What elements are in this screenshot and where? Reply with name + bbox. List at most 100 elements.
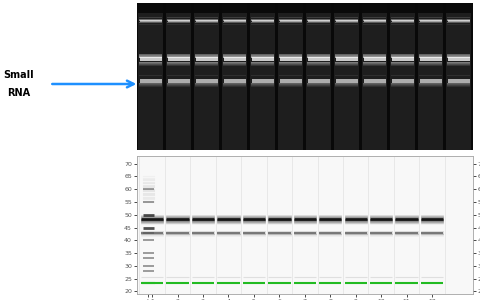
Bar bbox=[140, 87, 162, 88]
Bar bbox=[140, 62, 162, 63]
Bar bbox=[447, 87, 470, 88]
Bar bbox=[279, 61, 302, 62]
Bar bbox=[224, 65, 246, 66]
Bar bbox=[195, 57, 218, 58]
Bar bbox=[447, 58, 470, 59]
Bar bbox=[279, 74, 302, 75]
Bar bbox=[392, 57, 414, 58]
Bar bbox=[252, 63, 274, 64]
Bar bbox=[336, 57, 358, 58]
Bar bbox=[252, 20, 274, 21]
Bar bbox=[252, 24, 274, 25]
Bar bbox=[308, 50, 330, 51]
Bar bbox=[135, 3, 138, 150]
Bar bbox=[252, 61, 274, 62]
Bar bbox=[224, 54, 246, 55]
Bar bbox=[420, 17, 442, 18]
Bar bbox=[168, 58, 190, 59]
Bar bbox=[307, 3, 331, 150]
Bar bbox=[447, 55, 470, 56]
Bar bbox=[224, 64, 246, 65]
Bar bbox=[224, 61, 246, 62]
Bar bbox=[168, 86, 190, 87]
Bar bbox=[195, 74, 218, 75]
Bar bbox=[224, 56, 246, 57]
Bar bbox=[140, 56, 162, 57]
Bar bbox=[219, 3, 222, 150]
Bar bbox=[194, 3, 219, 13]
Bar bbox=[252, 82, 274, 83]
Bar bbox=[279, 87, 302, 88]
Bar bbox=[251, 3, 275, 150]
Bar bbox=[140, 79, 162, 82]
Bar bbox=[336, 74, 358, 75]
Bar bbox=[336, 84, 358, 85]
Bar bbox=[168, 62, 190, 63]
Bar bbox=[308, 20, 330, 22]
Bar bbox=[392, 17, 414, 18]
Bar bbox=[224, 20, 246, 22]
Bar bbox=[140, 63, 162, 64]
Text: Small: Small bbox=[3, 70, 34, 80]
Bar bbox=[471, 3, 474, 150]
Bar bbox=[252, 65, 274, 66]
Bar bbox=[140, 50, 162, 51]
Bar bbox=[252, 54, 274, 55]
Bar bbox=[363, 55, 386, 56]
Bar bbox=[224, 57, 246, 58]
Bar bbox=[308, 64, 330, 65]
Bar bbox=[168, 24, 190, 25]
Bar bbox=[336, 20, 358, 22]
Bar bbox=[363, 74, 386, 75]
Bar bbox=[420, 83, 442, 84]
Bar bbox=[363, 84, 386, 85]
Bar bbox=[443, 3, 446, 150]
Bar bbox=[308, 85, 330, 86]
Bar bbox=[392, 57, 414, 61]
Bar bbox=[140, 54, 162, 55]
Bar bbox=[252, 17, 274, 18]
Bar bbox=[392, 74, 414, 75]
Bar bbox=[279, 58, 302, 59]
Bar bbox=[364, 57, 386, 61]
Bar bbox=[191, 3, 194, 150]
Bar bbox=[195, 61, 218, 62]
Bar bbox=[420, 19, 442, 20]
Bar bbox=[279, 20, 302, 21]
Bar bbox=[280, 79, 302, 82]
Bar bbox=[224, 17, 246, 18]
Bar bbox=[224, 19, 246, 20]
Bar bbox=[224, 85, 246, 86]
Bar bbox=[308, 75, 330, 76]
Bar bbox=[280, 20, 302, 22]
Bar bbox=[308, 56, 330, 57]
Bar bbox=[336, 64, 358, 65]
Bar bbox=[168, 20, 190, 22]
Bar bbox=[308, 63, 330, 64]
Bar bbox=[168, 57, 190, 58]
Bar bbox=[420, 84, 442, 85]
Bar bbox=[391, 3, 415, 150]
Bar bbox=[168, 79, 190, 82]
Bar bbox=[279, 55, 302, 56]
Bar bbox=[447, 24, 470, 25]
Bar bbox=[363, 85, 386, 86]
Bar bbox=[387, 3, 391, 150]
Bar bbox=[336, 63, 358, 64]
Bar bbox=[308, 83, 330, 84]
Bar bbox=[224, 79, 246, 82]
Bar bbox=[308, 82, 330, 83]
Bar bbox=[308, 62, 330, 63]
Bar bbox=[336, 82, 358, 83]
Bar bbox=[308, 57, 330, 61]
Bar bbox=[195, 82, 218, 83]
Bar bbox=[168, 85, 190, 86]
Bar bbox=[447, 56, 470, 57]
Bar bbox=[195, 87, 218, 88]
Bar bbox=[195, 24, 218, 25]
Bar bbox=[336, 56, 358, 57]
Bar bbox=[279, 19, 302, 20]
Bar bbox=[168, 63, 190, 64]
Bar bbox=[447, 75, 470, 76]
Bar bbox=[224, 24, 246, 25]
